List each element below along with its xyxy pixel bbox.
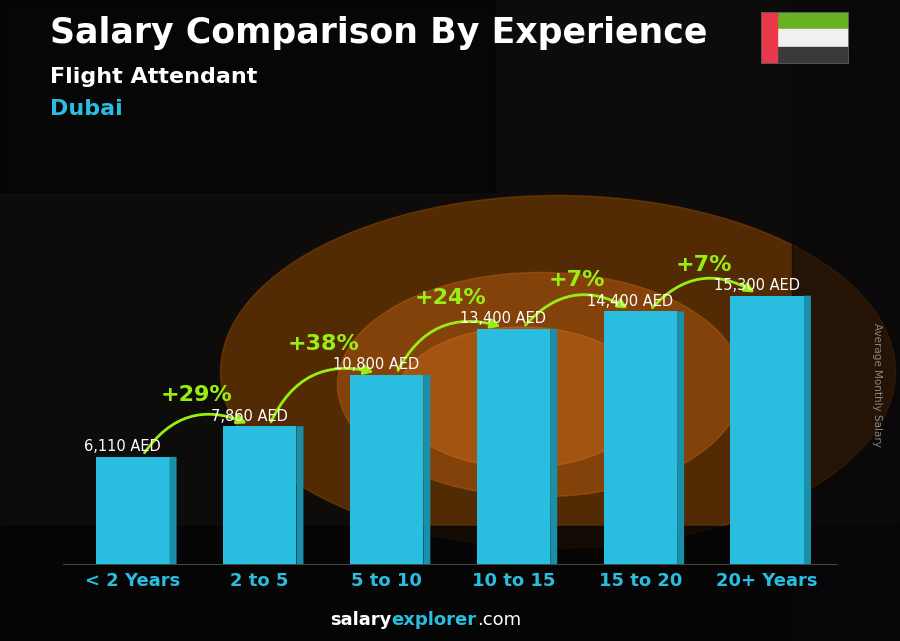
Text: 6,110 AED: 6,110 AED (85, 439, 161, 454)
Text: explorer: explorer (392, 612, 477, 629)
Polygon shape (550, 329, 557, 564)
Bar (477, 329, 550, 564)
Bar (350, 374, 423, 564)
Bar (0, 526, 900, 641)
Text: salary: salary (330, 612, 392, 629)
Bar (777, 29, 849, 47)
Text: 14,400 AED: 14,400 AED (587, 294, 673, 309)
Bar (760, 12, 777, 64)
Text: Average Monthly Salary: Average Monthly Salary (872, 322, 883, 447)
Text: +7%: +7% (676, 254, 732, 274)
Text: Dubai: Dubai (50, 99, 122, 119)
Bar (0, 0, 495, 192)
Text: 13,400 AED: 13,400 AED (460, 312, 546, 326)
FancyArrowPatch shape (271, 366, 371, 422)
Text: +24%: +24% (414, 288, 486, 308)
Ellipse shape (220, 196, 896, 548)
FancyArrowPatch shape (526, 295, 626, 325)
Bar (96, 457, 169, 564)
Bar (604, 312, 677, 564)
Text: 10,800 AED: 10,800 AED (333, 357, 419, 372)
FancyArrowPatch shape (398, 320, 498, 370)
Bar (731, 296, 804, 564)
Polygon shape (296, 426, 303, 564)
Polygon shape (804, 296, 811, 564)
Text: Flight Attendant: Flight Attendant (50, 67, 256, 87)
Text: +29%: +29% (160, 385, 232, 405)
Text: 15,300 AED: 15,300 AED (714, 278, 800, 293)
Ellipse shape (338, 272, 742, 497)
Text: +38%: +38% (287, 333, 359, 354)
Bar (777, 47, 849, 64)
Text: 7,860 AED: 7,860 AED (212, 408, 288, 424)
Bar (792, 0, 900, 641)
FancyArrowPatch shape (652, 278, 752, 308)
Text: +7%: +7% (549, 271, 605, 290)
Text: Salary Comparison By Experience: Salary Comparison By Experience (50, 16, 706, 50)
Polygon shape (169, 457, 176, 564)
Polygon shape (423, 374, 430, 564)
Bar (223, 426, 296, 564)
Text: .com: .com (477, 612, 521, 629)
Polygon shape (677, 312, 684, 564)
Bar (777, 12, 849, 29)
FancyArrowPatch shape (145, 414, 244, 453)
Ellipse shape (396, 327, 648, 468)
